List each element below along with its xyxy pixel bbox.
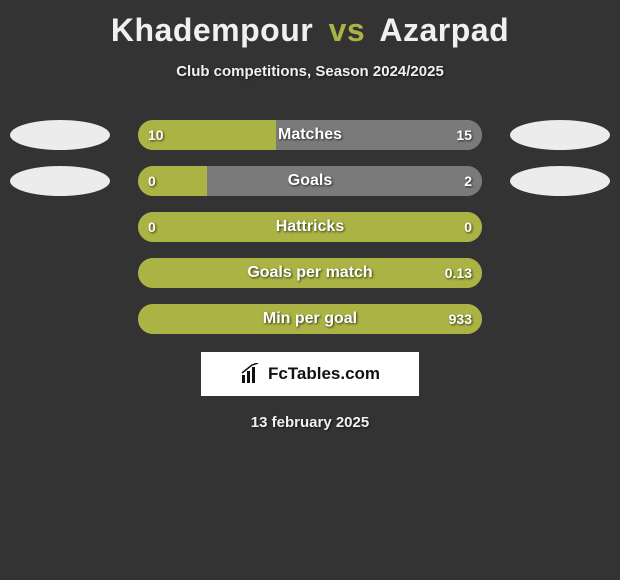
stat-bar-right — [207, 166, 482, 196]
subtitle: Club competitions, Season 2024/2025 — [0, 63, 620, 80]
stat-bar-left — [138, 258, 482, 288]
team-badge-left — [10, 120, 110, 150]
stat-row: Hattricks00 — [0, 212, 620, 242]
brand-text: FcTables.com — [268, 364, 380, 384]
stat-bar-left — [138, 304, 482, 334]
player2-name: Azarpad — [379, 12, 509, 48]
stat-bar-track — [138, 120, 482, 150]
brand-box: FcTables.com — [201, 352, 419, 396]
stat-row: Min per goal933 — [0, 304, 620, 334]
stat-bar-right — [276, 120, 482, 150]
vs-text: vs — [323, 12, 372, 48]
stat-bar-track — [138, 212, 482, 242]
stats-container: Matches1015 Goals02 Hattricks00 Goals per m… — [0, 120, 620, 334]
stat-bar-left — [138, 212, 482, 242]
team-badge-right — [510, 166, 610, 196]
stat-bar-left — [138, 120, 276, 150]
stat-bar-track — [138, 258, 482, 288]
comparison-title: Khadempour vs Azarpad — [0, 0, 620, 49]
stat-bar-track — [138, 304, 482, 334]
stat-row: Goals02 — [0, 166, 620, 196]
team-badge-left — [10, 166, 110, 196]
brand-chart-icon — [240, 363, 262, 385]
stat-row: Matches1015 — [0, 120, 620, 150]
date-text: 13 february 2025 — [0, 414, 620, 431]
stat-bar-track — [138, 166, 482, 196]
stat-row: Goals per match0.13 — [0, 258, 620, 288]
player1-name: Khadempour — [111, 12, 313, 48]
stat-bar-left — [138, 166, 207, 196]
team-badge-right — [510, 120, 610, 150]
